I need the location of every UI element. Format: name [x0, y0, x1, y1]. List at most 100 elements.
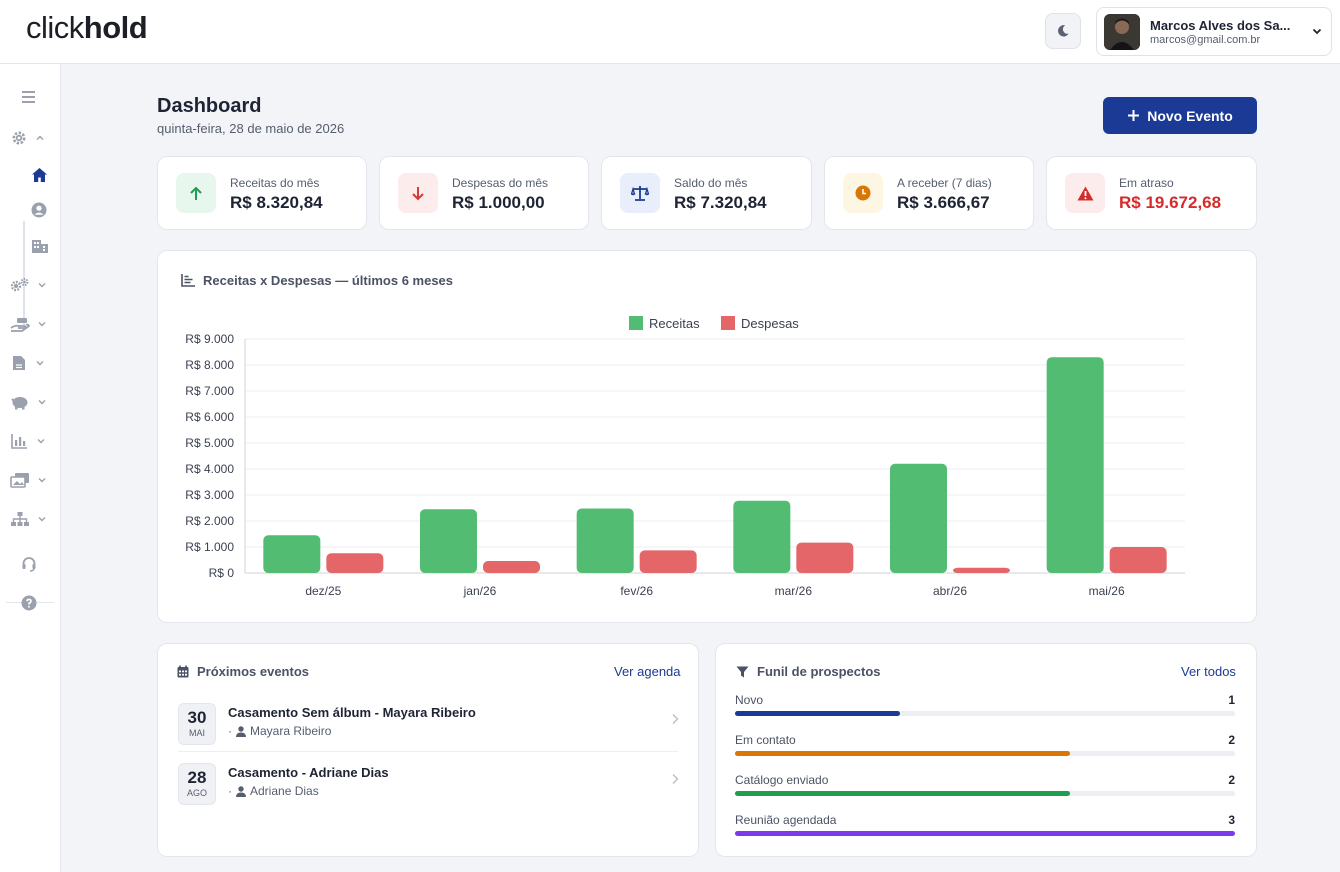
sidebar-item-configurations[interactable] [10, 277, 47, 293]
stat-value: R$ 1.000,00 [452, 193, 545, 212]
chart-card: Receitas x Despesas — últimos 6 meses R$… [157, 250, 1257, 623]
piggy-bank-icon [11, 397, 28, 410]
legend-label: Despesas [741, 316, 799, 331]
view-agenda-link[interactable]: Ver agenda [614, 664, 681, 679]
stat-label: Despesas do mês [452, 176, 549, 190]
y-tick-label: R$ 0 [209, 566, 235, 580]
hand-money-icon [10, 318, 30, 332]
stat-card-revenue: Receitas do mês R$ 8.320,84 [157, 156, 367, 230]
top-bar: clickhold Marcos Alves dos Sa... marcos@… [0, 0, 1340, 64]
bar-chart-icon [11, 434, 27, 449]
stat-label: Em atraso [1119, 176, 1174, 190]
event-client: · Adriane Dias [228, 784, 319, 798]
event-title: Casamento Sem álbum - Mayara Ribeiro [228, 705, 476, 720]
chevron-down-icon [1312, 28, 1322, 35]
funnel-stage[interactable]: Em contato 2 [735, 733, 1235, 763]
funnel-stage-count: 1 [1228, 693, 1235, 707]
sidebar-item-structure[interactable] [10, 511, 47, 527]
building-icon [32, 240, 48, 253]
user-menu[interactable]: Marcos Alves dos Sa... marcos@gmail.com.… [1096, 7, 1332, 56]
sitemap-icon [11, 512, 29, 526]
stat-value: R$ 8.320,84 [230, 193, 323, 212]
event-divider [178, 751, 678, 752]
stat-label: Receitas do mês [230, 176, 320, 190]
new-event-label: Novo Evento [1147, 107, 1233, 124]
sidebar-item-support[interactable] [21, 556, 37, 572]
stat-card-balance: Saldo do mês R$ 7.320,84 [601, 156, 812, 230]
menu-toggle-button[interactable] [21, 90, 36, 104]
funnel-stage-label: Em contato [735, 733, 796, 747]
sidebar-item-gallery[interactable] [10, 472, 47, 488]
funnel-stage-count: 2 [1228, 733, 1235, 747]
theme-toggle-button[interactable] [1045, 13, 1081, 49]
event-item[interactable]: 30 MAI Casamento Sem álbum - Mayara Ribe… [178, 703, 698, 753]
event-item[interactable]: 28 AGO Casamento - Adriane Dias · Adrian… [178, 763, 698, 813]
chevron-down-icon [38, 517, 46, 522]
event-day: 28 [187, 768, 207, 787]
stat-label: Saldo do mês [674, 176, 748, 190]
headset-icon [22, 557, 36, 572]
funnel-stage[interactable]: Novo 1 [735, 693, 1235, 723]
bar-receitas [733, 500, 791, 573]
moon-icon [1058, 25, 1069, 37]
view-all-link[interactable]: Ver todos [1181, 664, 1236, 679]
stat-value: R$ 7.320,84 [674, 193, 767, 212]
stat-icon-box [176, 173, 216, 213]
bar-receitas [420, 509, 477, 573]
events-card: Próximos eventos Ver agenda 30 MAI Casam… [157, 643, 699, 857]
funnel-card: Funil de prospectos Ver todos Novo 1 Em co… [715, 643, 1257, 857]
funnel-progress-track [735, 831, 1235, 836]
bar-receitas [1046, 357, 1104, 573]
sidebar-item-reports[interactable] [11, 433, 46, 449]
funnel-progress-fill [735, 751, 1070, 756]
logo-text-click: click [26, 10, 84, 45]
events-card-title: Próximos eventos [177, 664, 309, 679]
sidebar-item-invoices[interactable] [12, 355, 45, 371]
funnel-stage-label: Catálogo enviado [735, 773, 829, 787]
event-client: · Mayara Ribeiro [228, 724, 331, 738]
funnel-stage-count: 3 [1228, 813, 1235, 827]
bar-despesas [483, 561, 540, 573]
event-date-badge: 30 MAI [178, 703, 216, 745]
x-tick-label: mar/26 [775, 584, 813, 598]
sidebar-item-home[interactable] [31, 167, 48, 183]
chevron-down-icon [38, 478, 46, 483]
logo[interactable]: clickhold [26, 10, 148, 46]
event-client-prefix: · [228, 784, 232, 798]
legend-label: Receitas [649, 316, 700, 331]
logo-text-hold: hold [83, 10, 148, 45]
funnel-progress-fill [735, 711, 900, 716]
sidebar-item-company[interactable] [31, 237, 49, 253]
plus-icon [1128, 110, 1140, 121]
funnel-stage-label: Reunião agendada [735, 813, 837, 827]
y-tick-label: R$ 8.000 [185, 358, 234, 372]
funnel-progress-track [735, 711, 1235, 716]
arrow-down-icon [412, 186, 424, 200]
sidebar-item-help[interactable] [21, 595, 37, 611]
sidebar-item-savings[interactable] [10, 394, 47, 410]
file-invoice-icon [13, 356, 25, 370]
y-tick-label: R$ 3.000 [185, 488, 234, 502]
user-email: marcos@gmail.com.br [1150, 34, 1261, 46]
chevron-down-icon [37, 439, 45, 444]
bar-despesas [953, 567, 1010, 573]
sidebar-item-profile[interactable] [31, 202, 47, 218]
chevron-down-icon [38, 283, 46, 288]
menu-icon [22, 91, 35, 103]
funnel-stage[interactable]: Reunião agendada 3 [735, 813, 1235, 843]
stat-icon-box [620, 173, 660, 213]
stat-value: R$ 3.666,67 [897, 193, 990, 212]
sidebar-item-finance[interactable] [10, 316, 47, 332]
chevron-up-icon [36, 135, 44, 140]
stat-label: A receber (7 dias) [897, 176, 992, 190]
event-date-badge: 28 AGO [178, 763, 216, 805]
sidebar-item-settings[interactable] [11, 130, 45, 146]
new-event-button[interactable]: Novo Evento [1103, 97, 1257, 134]
funnel-stage-count: 2 [1228, 773, 1235, 787]
funnel-progress-fill [735, 791, 1070, 796]
funnel-stage[interactable]: Catálogo enviado 2 [735, 773, 1235, 803]
bar-despesas [639, 550, 697, 573]
user-circle-icon [31, 202, 47, 218]
stat-icon-box [398, 173, 438, 213]
funnel-title-text: Funil de prospectos [757, 664, 881, 679]
